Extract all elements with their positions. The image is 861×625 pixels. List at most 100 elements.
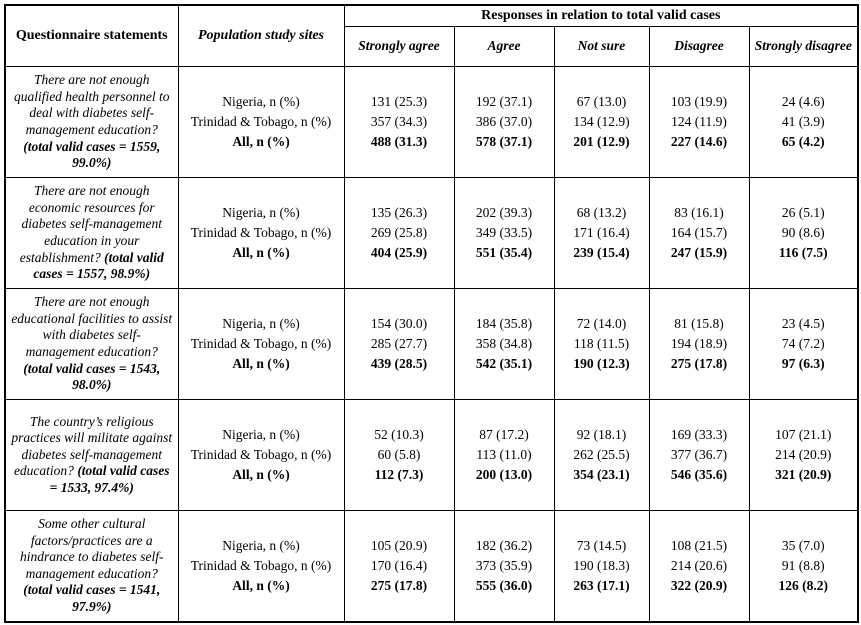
data-value: 116 (7.5): [778, 245, 828, 260]
data-value: 90 (8.6): [781, 225, 825, 240]
data-cell: 73 (14.5) 190 (18.3) 263 (17.1): [553, 510, 650, 622]
data-value: 67 (13.0): [576, 94, 627, 109]
sites-cell: Nigeria, n (%) Trinidad & Tobago, n (%) Al…: [177, 399, 345, 511]
data-value: 113 (11.0): [476, 447, 532, 462]
data-value: 214 (20.6): [670, 557, 728, 573]
statement-text: The country’s religious practices will m…: [11, 413, 173, 479]
statement-text: Some other cultural factors/practices ar…: [19, 515, 164, 581]
site-label: Trinidad & Tobago, n (%): [190, 557, 332, 573]
data-value: 214 (20.9): [775, 447, 832, 462]
data-cell: 68 (13.2) 171 (16.4) 239 (15.4): [553, 177, 650, 289]
site-label: All, n (%): [232, 577, 290, 593]
header-row-2: Strongly agree Agree Not sure Disagree S…: [5, 26, 859, 67]
data-value: 169 (33.3): [670, 427, 728, 442]
data-value: 83 (16.1): [674, 205, 724, 220]
table-row: The country’s religious practices will m…: [4, 399, 859, 511]
data-value: 135 (26.3): [370, 205, 428, 220]
data-value: 112 (7.3): [374, 467, 424, 482]
data-value: 357 (34.3): [370, 114, 428, 129]
data-value: 285 (27.7): [370, 336, 428, 351]
valid-cases-text: (total valid cases = 1543, 98.0%): [23, 360, 161, 393]
site-label: Nigeria, n (%): [222, 94, 300, 109]
data-value: 275 (17.8): [370, 577, 428, 593]
table-row: There are not enough qualified health pe…: [4, 66, 859, 178]
data-cell: 72 (14.0) 118 (11.5) 190 (12.3): [553, 288, 650, 400]
statement-text: There are not enough qualified health pe…: [13, 72, 170, 137]
site-label: All, n (%): [232, 356, 290, 371]
data-value: 91 (8.8): [781, 557, 825, 573]
data-value: 488 (31.3): [370, 134, 428, 149]
data-cell: 103 (19.9) 124 (11.9) 227 (14.6): [648, 66, 750, 178]
data-value: 182 (36.2): [475, 537, 533, 553]
data-value: 60 (5.8): [377, 447, 421, 462]
data-value: 73 (14.5): [576, 537, 627, 553]
data-value: 52 (10.3): [374, 427, 424, 442]
data-value: 349 (33.5): [475, 225, 533, 240]
data-cell: 23 (4.5) 74 (7.2) 97 (6.3): [748, 288, 859, 400]
data-value: 190 (12.3): [573, 356, 630, 371]
data-value: 170 (16.4): [370, 557, 428, 573]
data-value: 154 (30.0): [370, 316, 428, 331]
data-value: 171 (16.4): [573, 225, 630, 240]
sites-cell: Nigeria, n (%) Trinidad & Tobago, n (%) Al…: [177, 66, 345, 178]
sites-cell: Nigeria, n (%) Trinidad & Tobago, n (%) Al…: [177, 288, 345, 400]
data-value: 72 (14.0): [576, 316, 627, 331]
data-value: 97 (6.3): [781, 356, 825, 371]
data-value: 65 (4.2): [781, 134, 825, 149]
data-value: 404 (25.9): [370, 245, 428, 260]
data-value: 108 (21.5): [670, 537, 728, 553]
header-strongly-agree: Strongly agree: [343, 26, 455, 67]
site-label: Trinidad & Tobago, n (%): [190, 336, 332, 351]
header-questionnaire-statements: Questionnaire statements: [4, 4, 179, 67]
data-value: 26 (5.1): [781, 205, 825, 220]
data-cell: 202 (39.3) 349 (33.5) 551 (35.4): [453, 177, 555, 289]
sites-cell: Nigeria, n (%) Trinidad & Tobago, n (%) Al…: [177, 510, 345, 622]
data-value: 81 (15.8): [674, 316, 724, 331]
data-cell: 108 (21.5) 214 (20.6) 322 (20.9): [648, 510, 750, 622]
site-label: Nigeria, n (%): [222, 316, 300, 331]
header-not-sure: Not sure: [553, 26, 650, 67]
data-value: 373 (35.9): [475, 557, 533, 573]
data-value: 269 (25.8): [370, 225, 428, 240]
data-cell: 24 (4.6) 41 (3.9) 65 (4.2): [748, 66, 859, 178]
header-disagree: Disagree: [648, 26, 750, 67]
site-label: Nigeria, n (%): [222, 205, 300, 220]
data-cell: 169 (33.3) 377 (36.7) 546 (35.6): [648, 399, 750, 511]
data-value: 92 (18.1): [576, 427, 627, 442]
data-value: 551 (35.4): [475, 245, 533, 260]
statement-text: There are not enough educational facilit…: [11, 294, 173, 359]
data-value: 227 (14.6): [670, 134, 728, 149]
data-value: 239 (15.4): [573, 245, 630, 260]
data-cell: 154 (30.0) 285 (27.7) 439 (28.5): [343, 288, 455, 400]
data-value: 103 (19.9): [670, 94, 728, 109]
data-value: 192 (37.1): [475, 94, 533, 109]
data-value: 358 (34.8): [475, 336, 533, 351]
data-value: 201 (12.9): [573, 134, 630, 149]
data-value: 105 (20.9): [370, 537, 428, 553]
statement-cell: There are not enough economic resources …: [4, 177, 179, 289]
header-population-study-sites: Population study sites: [177, 4, 345, 67]
statement-text: There are not enough economic resources …: [19, 183, 163, 265]
table-body: There are not enough qualified health pe…: [4, 66, 859, 622]
data-cell: 52 (10.3) 60 (5.8) 112 (7.3): [343, 399, 455, 511]
header-responses-span: Responses in relation to total valid cas…: [343, 4, 859, 27]
data-cell: 81 (15.8) 194 (18.9) 275 (17.8): [648, 288, 750, 400]
valid-cases-text: (total valid cases = 1541, 97.9%): [23, 582, 161, 614]
data-value: 164 (15.7): [670, 225, 728, 240]
site-label: Trinidad & Tobago, n (%): [190, 447, 332, 462]
data-value: 24 (4.6): [781, 94, 825, 109]
data-value: 68 (13.2): [576, 205, 627, 220]
data-value: 107 (21.1): [775, 427, 832, 442]
statement-cell: There are not enough educational facilit…: [4, 288, 179, 400]
data-value: 124 (11.9): [671, 114, 727, 129]
data-cell: 182 (36.2) 373 (35.9) 555 (36.0): [453, 510, 555, 622]
valid-cases-text: (total valid cases = 1559, 99.0%): [23, 138, 161, 171]
data-value: 202 (39.3): [475, 205, 533, 220]
statement-cell: The country’s religious practices will m…: [4, 399, 179, 511]
data-cell: 192 (37.1) 386 (37.0) 578 (37.1): [453, 66, 555, 178]
valid-cases-text: (total valid cases = 1533, 97.4%): [49, 463, 170, 495]
statement-cell: Some other cultural factors/practices ar…: [4, 510, 179, 622]
data-value: 546 (35.6): [670, 467, 728, 482]
data-value: 126 (8.2): [778, 577, 829, 593]
